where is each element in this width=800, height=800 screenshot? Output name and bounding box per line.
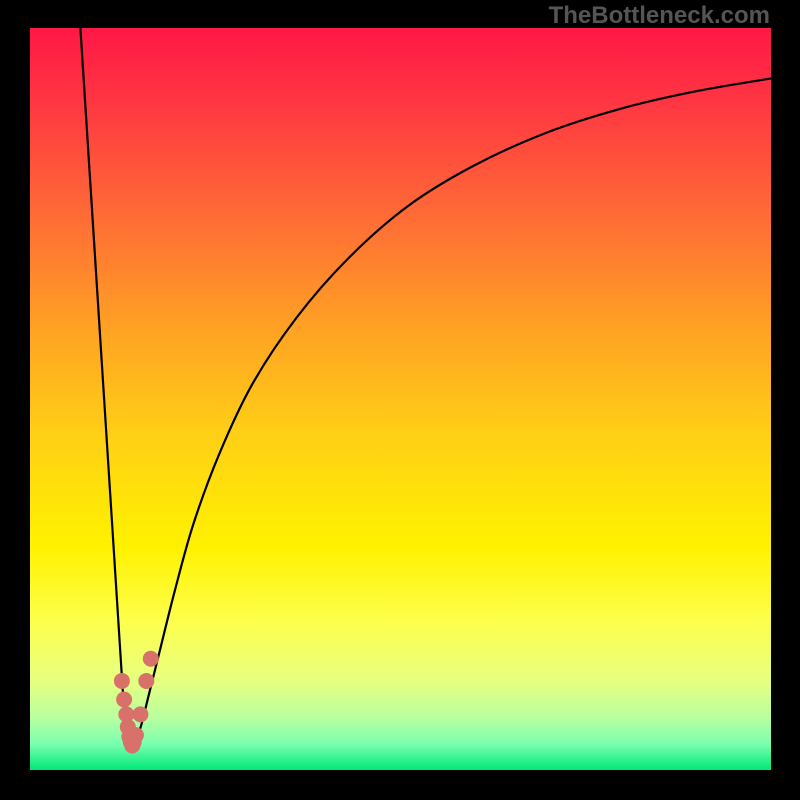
- marker-point: [143, 651, 159, 667]
- curves-layer: [30, 28, 771, 770]
- marker-point: [128, 727, 144, 743]
- chart-container: TheBottleneck.com: [0, 0, 800, 800]
- marker-point: [114, 673, 130, 689]
- marker-point: [138, 673, 154, 689]
- left-curve: [80, 28, 126, 746]
- watermark-text: TheBottleneck.com: [549, 2, 770, 30]
- plot-area: [30, 28, 771, 770]
- marker-point: [132, 706, 148, 722]
- right-curve: [134, 78, 771, 746]
- marker-point: [116, 692, 132, 708]
